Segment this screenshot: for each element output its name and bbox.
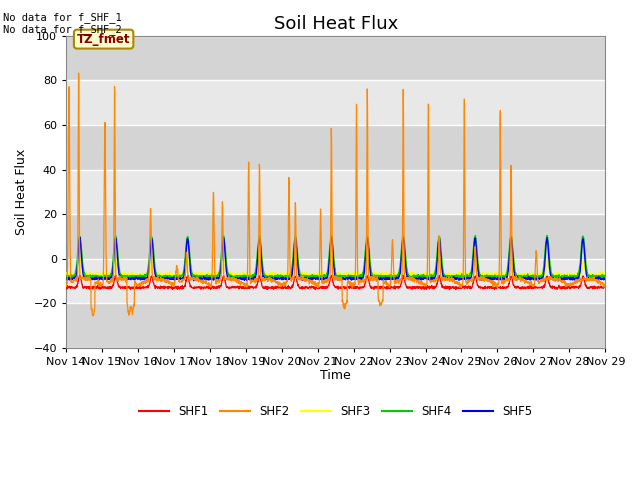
Legend: SHF1, SHF2, SHF3, SHF4, SHF5: SHF1, SHF2, SHF3, SHF4, SHF5 bbox=[134, 400, 537, 423]
Bar bbox=[66, 125, 605, 169]
Bar bbox=[66, 81, 605, 125]
Bar bbox=[66, 36, 605, 81]
Y-axis label: Soil Heat Flux: Soil Heat Flux bbox=[15, 149, 28, 235]
Text: No data for f_SHF_1
No data for f_SHF_2: No data for f_SHF_1 No data for f_SHF_2 bbox=[3, 12, 122, 36]
X-axis label: Time: Time bbox=[320, 370, 351, 383]
Bar bbox=[66, 214, 605, 259]
Title: Soil Heat Flux: Soil Heat Flux bbox=[273, 15, 398, 33]
Bar bbox=[66, 259, 605, 303]
Text: TZ_fmet: TZ_fmet bbox=[77, 33, 131, 46]
Bar bbox=[66, 303, 605, 348]
Bar bbox=[66, 169, 605, 214]
